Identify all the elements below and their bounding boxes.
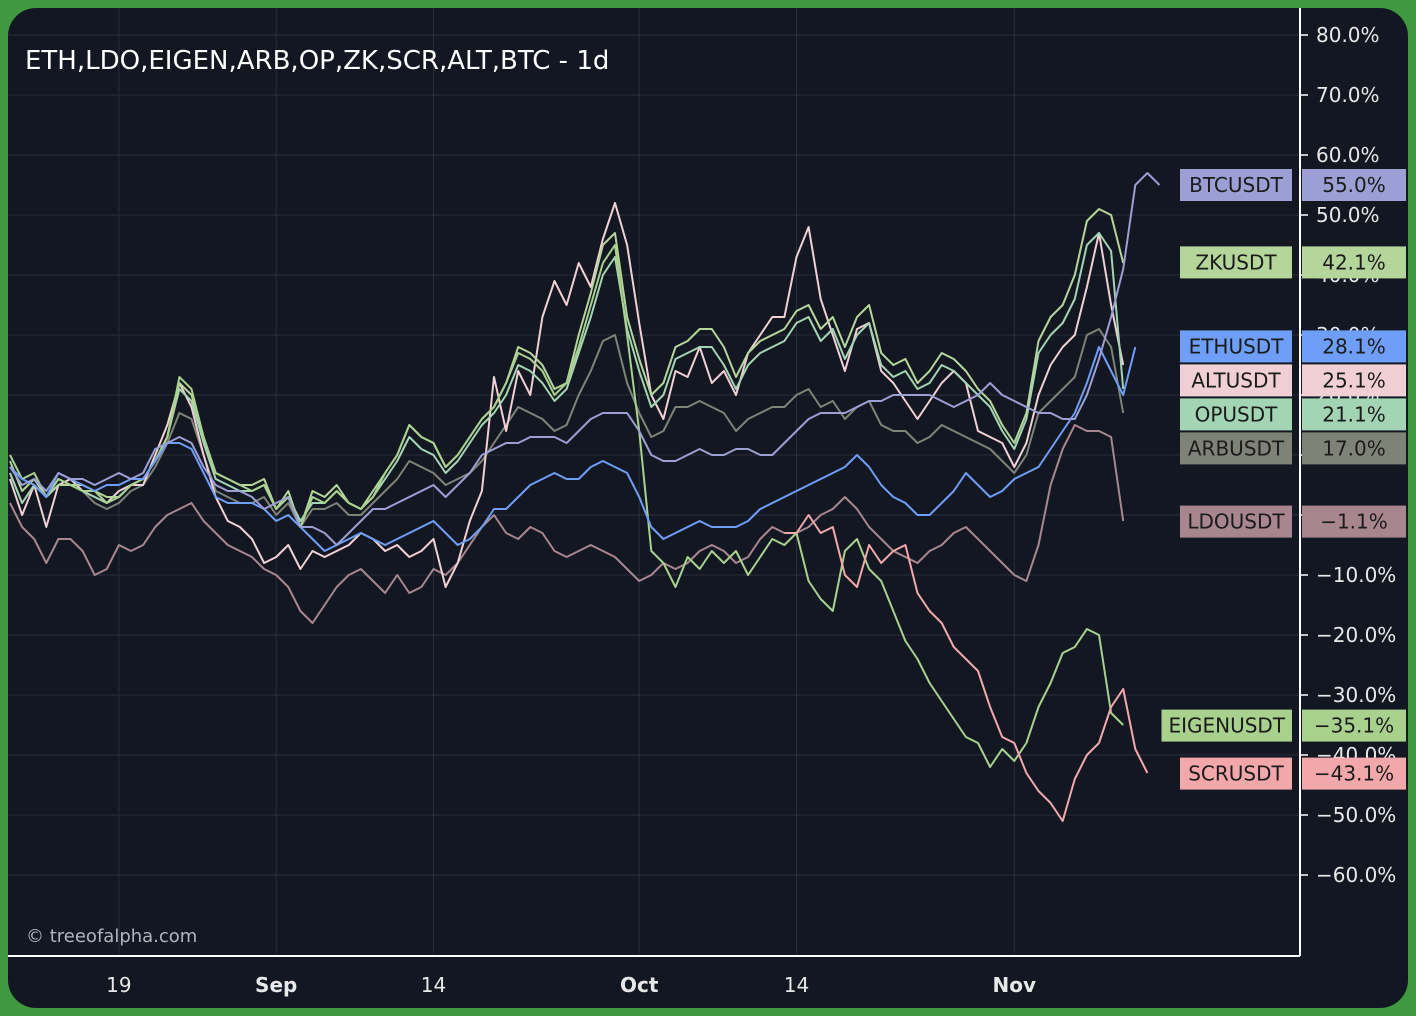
tag-value-box	[1302, 169, 1406, 201]
y-tick-label: −20.0%	[1316, 623, 1396, 647]
series-line-altusdt	[9, 202, 1125, 588]
series-lines	[9, 172, 1161, 822]
tag-name-box	[1180, 169, 1292, 201]
y-tick-label: 60.0%	[1316, 143, 1380, 167]
x-tick-label: 19	[106, 973, 131, 997]
tag-series-value: 25.1%	[1322, 368, 1386, 392]
chart-title: ETH,LDO,EIGEN,ARB,OP,ZK,SCR,ALT,BTC - 1d	[25, 46, 610, 76]
tag-value-box	[1302, 432, 1406, 465]
watermark: © treeofalpha.com	[26, 926, 198, 947]
series-line-eigenusdt	[9, 244, 1124, 768]
y-tick-label: 70.0%	[1316, 83, 1380, 107]
y-tick-label: 50.0%	[1316, 203, 1380, 227]
tag-series-value: 17.0%	[1322, 436, 1386, 460]
gridlines	[8, 8, 1300, 956]
tag-series-value: 55.0%	[1322, 173, 1386, 197]
tag-ldousdt[interactable]: LDOUSDT −1.1%	[1180, 505, 1406, 538]
y-tick-label: −50.0%	[1316, 803, 1396, 827]
chart-panel: 90.0%80.0%70.0%60.0%50.0%40.0%30.0%20.0%…	[8, 8, 1408, 1008]
tag-series-name: ZKUSDT	[1195, 250, 1277, 274]
tag-ethusdt[interactable]: ETHUSDT 28.1%	[1180, 330, 1406, 363]
tag-altusdt[interactable]: ALTUSDT 25.1%	[1180, 364, 1406, 397]
tag-value-box	[1302, 757, 1406, 790]
tag-value-box	[1302, 330, 1406, 363]
y-tick-label: −10.0%	[1316, 563, 1396, 587]
series-line-opusdt	[9, 232, 1125, 522]
x-tick-label: Sep	[255, 973, 297, 997]
series-last-value-tags[interactable]: BTCUSDT 55.0% ZKUSDT 42.1% ETHUSDT 28.1% ALTUS…	[1161, 169, 1407, 790]
tag-name-box	[1180, 330, 1292, 363]
y-tick-label: −60.0%	[1316, 863, 1396, 887]
series-line-btcusdt	[9, 172, 1161, 546]
tag-value-box	[1302, 246, 1406, 279]
tag-name-box	[1180, 246, 1292, 279]
tag-name-box	[1161, 709, 1292, 742]
tag-value-box	[1302, 505, 1406, 538]
tag-series-name: OPUSDT	[1195, 402, 1279, 426]
x-tick-label: 14	[421, 973, 446, 997]
tag-series-name: LDOUSDT	[1187, 510, 1285, 534]
tag-series-value: −35.1%	[1314, 714, 1394, 738]
x-tick-label: Oct	[620, 973, 659, 997]
series-line-ethusdt	[9, 346, 1137, 552]
tag-series-name: EIGENUSDT	[1168, 714, 1285, 738]
tag-series-name: BTCUSDT	[1189, 173, 1283, 197]
tag-series-name: SCRUSDT	[1188, 762, 1284, 786]
x-tick-label: Nov	[993, 973, 1037, 997]
y-tick-label: −30.0%	[1316, 683, 1396, 707]
tag-name-box	[1180, 432, 1292, 465]
series-line-ldousdt	[9, 424, 1125, 624]
tag-name-box	[1180, 364, 1292, 397]
tag-value-box	[1302, 709, 1406, 742]
price-comparison-chart: 90.0%80.0%70.0%60.0%50.0%40.0%30.0%20.0%…	[8, 8, 1407, 997]
y-tick-label: 80.0%	[1316, 23, 1380, 47]
tag-series-value: −1.1%	[1320, 510, 1388, 534]
tag-name-box	[1180, 398, 1292, 431]
tag-value-box	[1302, 398, 1406, 431]
tag-series-name: ALTUSDT	[1191, 368, 1281, 392]
axes	[8, 8, 1308, 957]
tag-name-box	[1180, 505, 1292, 538]
tag-series-name: ETHUSDT	[1189, 334, 1285, 358]
x-tick-label: 14	[784, 973, 809, 997]
tag-series-name: ARBUSDT	[1188, 436, 1285, 460]
tag-opusdt[interactable]: OPUSDT 21.1%	[1180, 398, 1406, 431]
tag-series-value: 21.1%	[1322, 402, 1386, 426]
tag-series-value: −43.1%	[1314, 762, 1394, 786]
series-line-scrusdt	[784, 514, 1149, 822]
tag-arbusdt[interactable]: ARBUSDT 17.0%	[1180, 432, 1406, 465]
tag-eigenusdt[interactable]: EIGENUSDT −35.1%	[1161, 709, 1407, 742]
tag-zkusdt[interactable]: ZKUSDT 42.1%	[1180, 246, 1406, 279]
tag-value-box	[1302, 364, 1406, 397]
tag-name-box	[1180, 757, 1292, 790]
tag-scrusdt[interactable]: SCRUSDT −43.1%	[1180, 757, 1406, 790]
series-line-arbusdt	[9, 328, 1125, 528]
tag-series-value: 28.1%	[1322, 334, 1386, 358]
tag-series-value: 42.1%	[1322, 250, 1386, 274]
tag-btcusdt[interactable]: BTCUSDT 55.0%	[1180, 169, 1406, 201]
x-axis-tick-labels: 19 Sep 14 Oct 14 Nov	[106, 973, 1036, 997]
